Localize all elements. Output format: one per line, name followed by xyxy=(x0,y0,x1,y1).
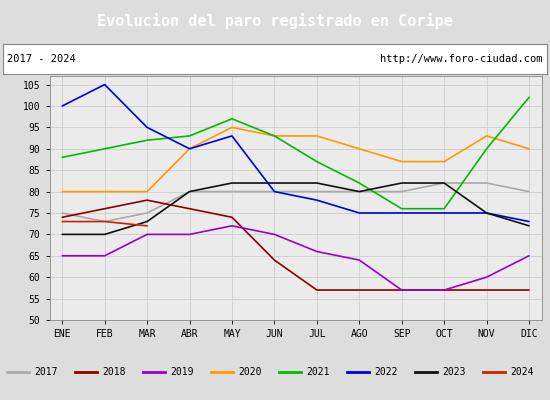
Text: 2023: 2023 xyxy=(442,367,466,377)
Text: 2017: 2017 xyxy=(34,367,58,377)
Text: Evolucion del paro registrado en Coripe: Evolucion del paro registrado en Coripe xyxy=(97,13,453,29)
Text: 2024: 2024 xyxy=(510,367,534,377)
Text: 2020: 2020 xyxy=(238,367,262,377)
Text: 2022: 2022 xyxy=(375,367,398,377)
Text: 2017 - 2024: 2017 - 2024 xyxy=(7,54,76,64)
Text: http://www.foro-ciudad.com: http://www.foro-ciudad.com xyxy=(381,54,543,64)
Text: 2018: 2018 xyxy=(102,367,125,377)
Text: 2021: 2021 xyxy=(306,367,330,377)
Text: 2019: 2019 xyxy=(170,367,194,377)
